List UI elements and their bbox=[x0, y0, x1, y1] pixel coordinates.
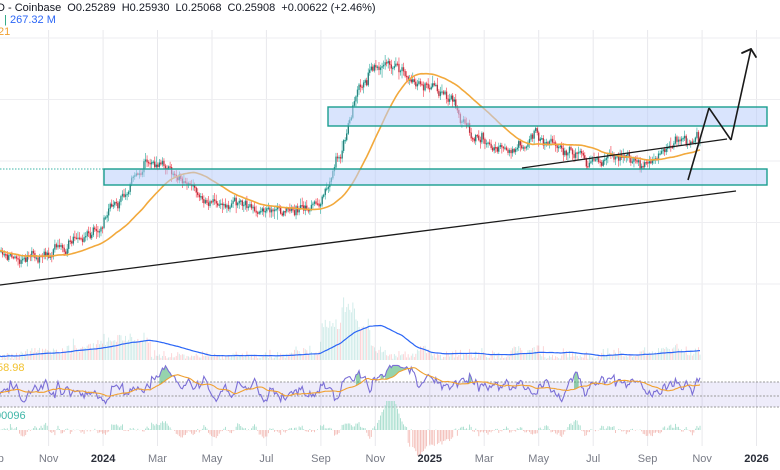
svg-text:Sep: Sep bbox=[311, 453, 331, 465]
svg-text:Sep: Sep bbox=[0, 453, 4, 465]
svg-text:Nov: Nov bbox=[39, 453, 59, 465]
svg-text:Nov: Nov bbox=[692, 453, 712, 465]
svg-text:2026: 2026 bbox=[744, 453, 768, 465]
svg-text:May: May bbox=[202, 453, 223, 465]
svg-text:2024: 2024 bbox=[91, 453, 116, 465]
svg-text:Mar: Mar bbox=[475, 453, 494, 465]
svg-text:Nov: Nov bbox=[366, 453, 386, 465]
svg-text:2025: 2025 bbox=[418, 453, 442, 465]
svg-text:May: May bbox=[528, 453, 549, 465]
svg-text:Mar: Mar bbox=[148, 453, 167, 465]
svg-text:Sep: Sep bbox=[638, 453, 658, 465]
svg-text:Jul: Jul bbox=[586, 453, 600, 465]
svg-text:Jul: Jul bbox=[259, 453, 273, 465]
